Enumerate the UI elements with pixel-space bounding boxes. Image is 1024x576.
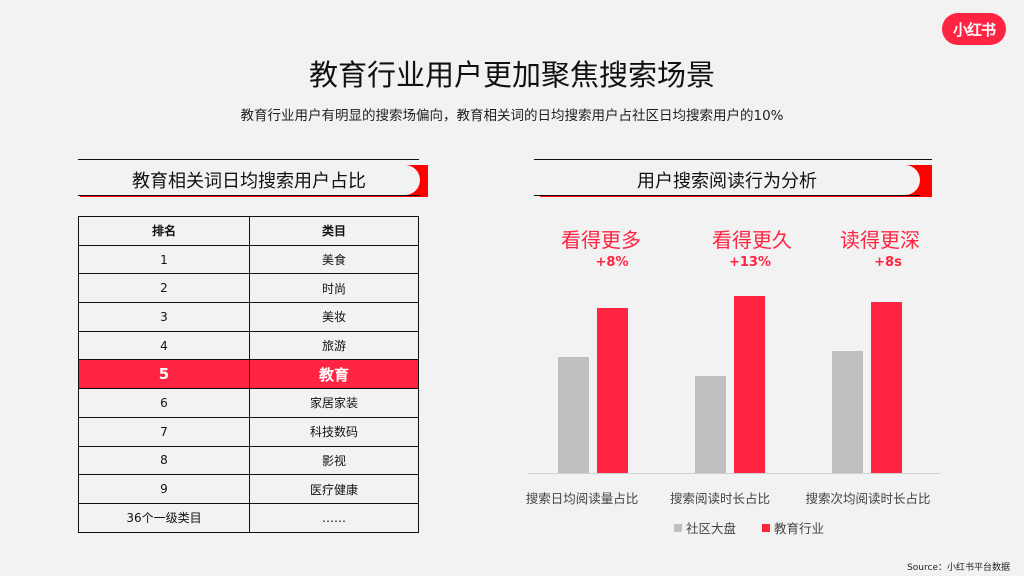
metric-label: 读得更深	[840, 228, 920, 252]
right-section-header: 用户搜索阅读行为分析	[534, 150, 932, 198]
rank-cell: 5	[78, 359, 250, 390]
source-note: Source：小红书平台数据	[907, 563, 1010, 573]
chart-legend: 社区大盘 教育行业	[674, 518, 824, 537]
category-cell: 家居家装	[249, 388, 419, 418]
legend-item: 社区大盘	[674, 518, 736, 537]
column-header-category: 类目	[249, 216, 419, 246]
table-row-highlighted: 5 教育	[78, 359, 419, 390]
bar-education	[734, 296, 765, 473]
table-row: 7 科技数码	[78, 416, 419, 447]
table-row: 36个一级类目……	[78, 502, 419, 533]
table-header-row: 排名 类目	[78, 216, 419, 246]
right-section-title: 用户搜索阅读行为分析	[534, 165, 920, 195]
rank-cell: 1	[78, 244, 250, 275]
category-cell: 时尚	[249, 273, 419, 304]
table-row: 6 家居家装	[78, 388, 419, 418]
metric-delta: +8%	[595, 255, 629, 270]
left-section-title: 教育相关词日均搜索用户占比	[78, 165, 420, 195]
category-cell: 教育	[249, 359, 419, 390]
x-tick-label: 搜索日均阅读量占比	[525, 491, 639, 506]
bar-community	[695, 376, 726, 473]
bar-community	[558, 357, 589, 473]
bar-community	[832, 351, 863, 473]
rank-cell: 7	[78, 416, 250, 447]
table-row: 4 旅游	[78, 330, 419, 361]
category-cell: ……	[249, 502, 419, 533]
category-cell: 科技数码	[249, 416, 419, 447]
legend-swatch-red	[762, 523, 771, 532]
page-title: 教育行业用户更加聚焦搜索场景	[308, 58, 715, 92]
reading-behavior-chart: 看得更多 +8% 看得更久 +13% 读得更深 +8s 搜索日均阅读量占比 搜索…	[524, 216, 940, 546]
legend-label: 教育行业	[774, 521, 825, 536]
metric-label: 看得更多	[561, 228, 641, 252]
x-tick-label: 搜索阅读时长占比	[669, 491, 770, 506]
metric-delta: +13%	[728, 255, 771, 270]
rank-cell: 3	[78, 302, 250, 332]
legend-item: 教育行业	[762, 518, 824, 537]
rank-cell: 2	[78, 273, 250, 304]
bar-education	[871, 302, 902, 473]
metric-label: 看得更久	[712, 228, 792, 252]
left-section-header: 教育相关词日均搜索用户占比	[78, 150, 428, 198]
category-cell: 旅游	[249, 330, 419, 361]
legend-label: 社区大盘	[686, 521, 737, 536]
table-row: 8 影视	[78, 445, 419, 476]
table-row: 1 美食	[78, 244, 419, 275]
category-cell: 美妆	[249, 302, 419, 332]
x-tick-label: 搜索次均阅读时长占比	[805, 491, 931, 506]
table-row: 3 美妆	[78, 302, 419, 332]
x-axis-line	[528, 473, 940, 474]
metric-delta: +8s	[874, 255, 902, 270]
rank-cell: 4	[78, 330, 250, 361]
rank-cell: 9	[78, 474, 250, 504]
table-row: 2 时尚	[78, 273, 419, 304]
rank-cell: 8	[78, 445, 250, 476]
page-subtitle: 教育行业用户有明显的搜索场偏向，教育相关词的日均搜索用户占社区日均搜索用户的10…	[240, 108, 784, 124]
legend-swatch-gray	[674, 523, 682, 532]
category-cell: 美食	[249, 244, 419, 275]
rank-cell: 36个一级类目	[78, 502, 250, 533]
table-row: 9 医疗健康	[78, 474, 419, 504]
category-cell: 影视	[249, 445, 419, 476]
bar-education	[597, 308, 628, 473]
category-cell: 医疗健康	[249, 474, 419, 504]
column-header-rank: 排名	[78, 216, 250, 246]
rank-cell: 6	[78, 388, 250, 418]
xiaohongshu-logo: 小红书	[942, 13, 1006, 45]
